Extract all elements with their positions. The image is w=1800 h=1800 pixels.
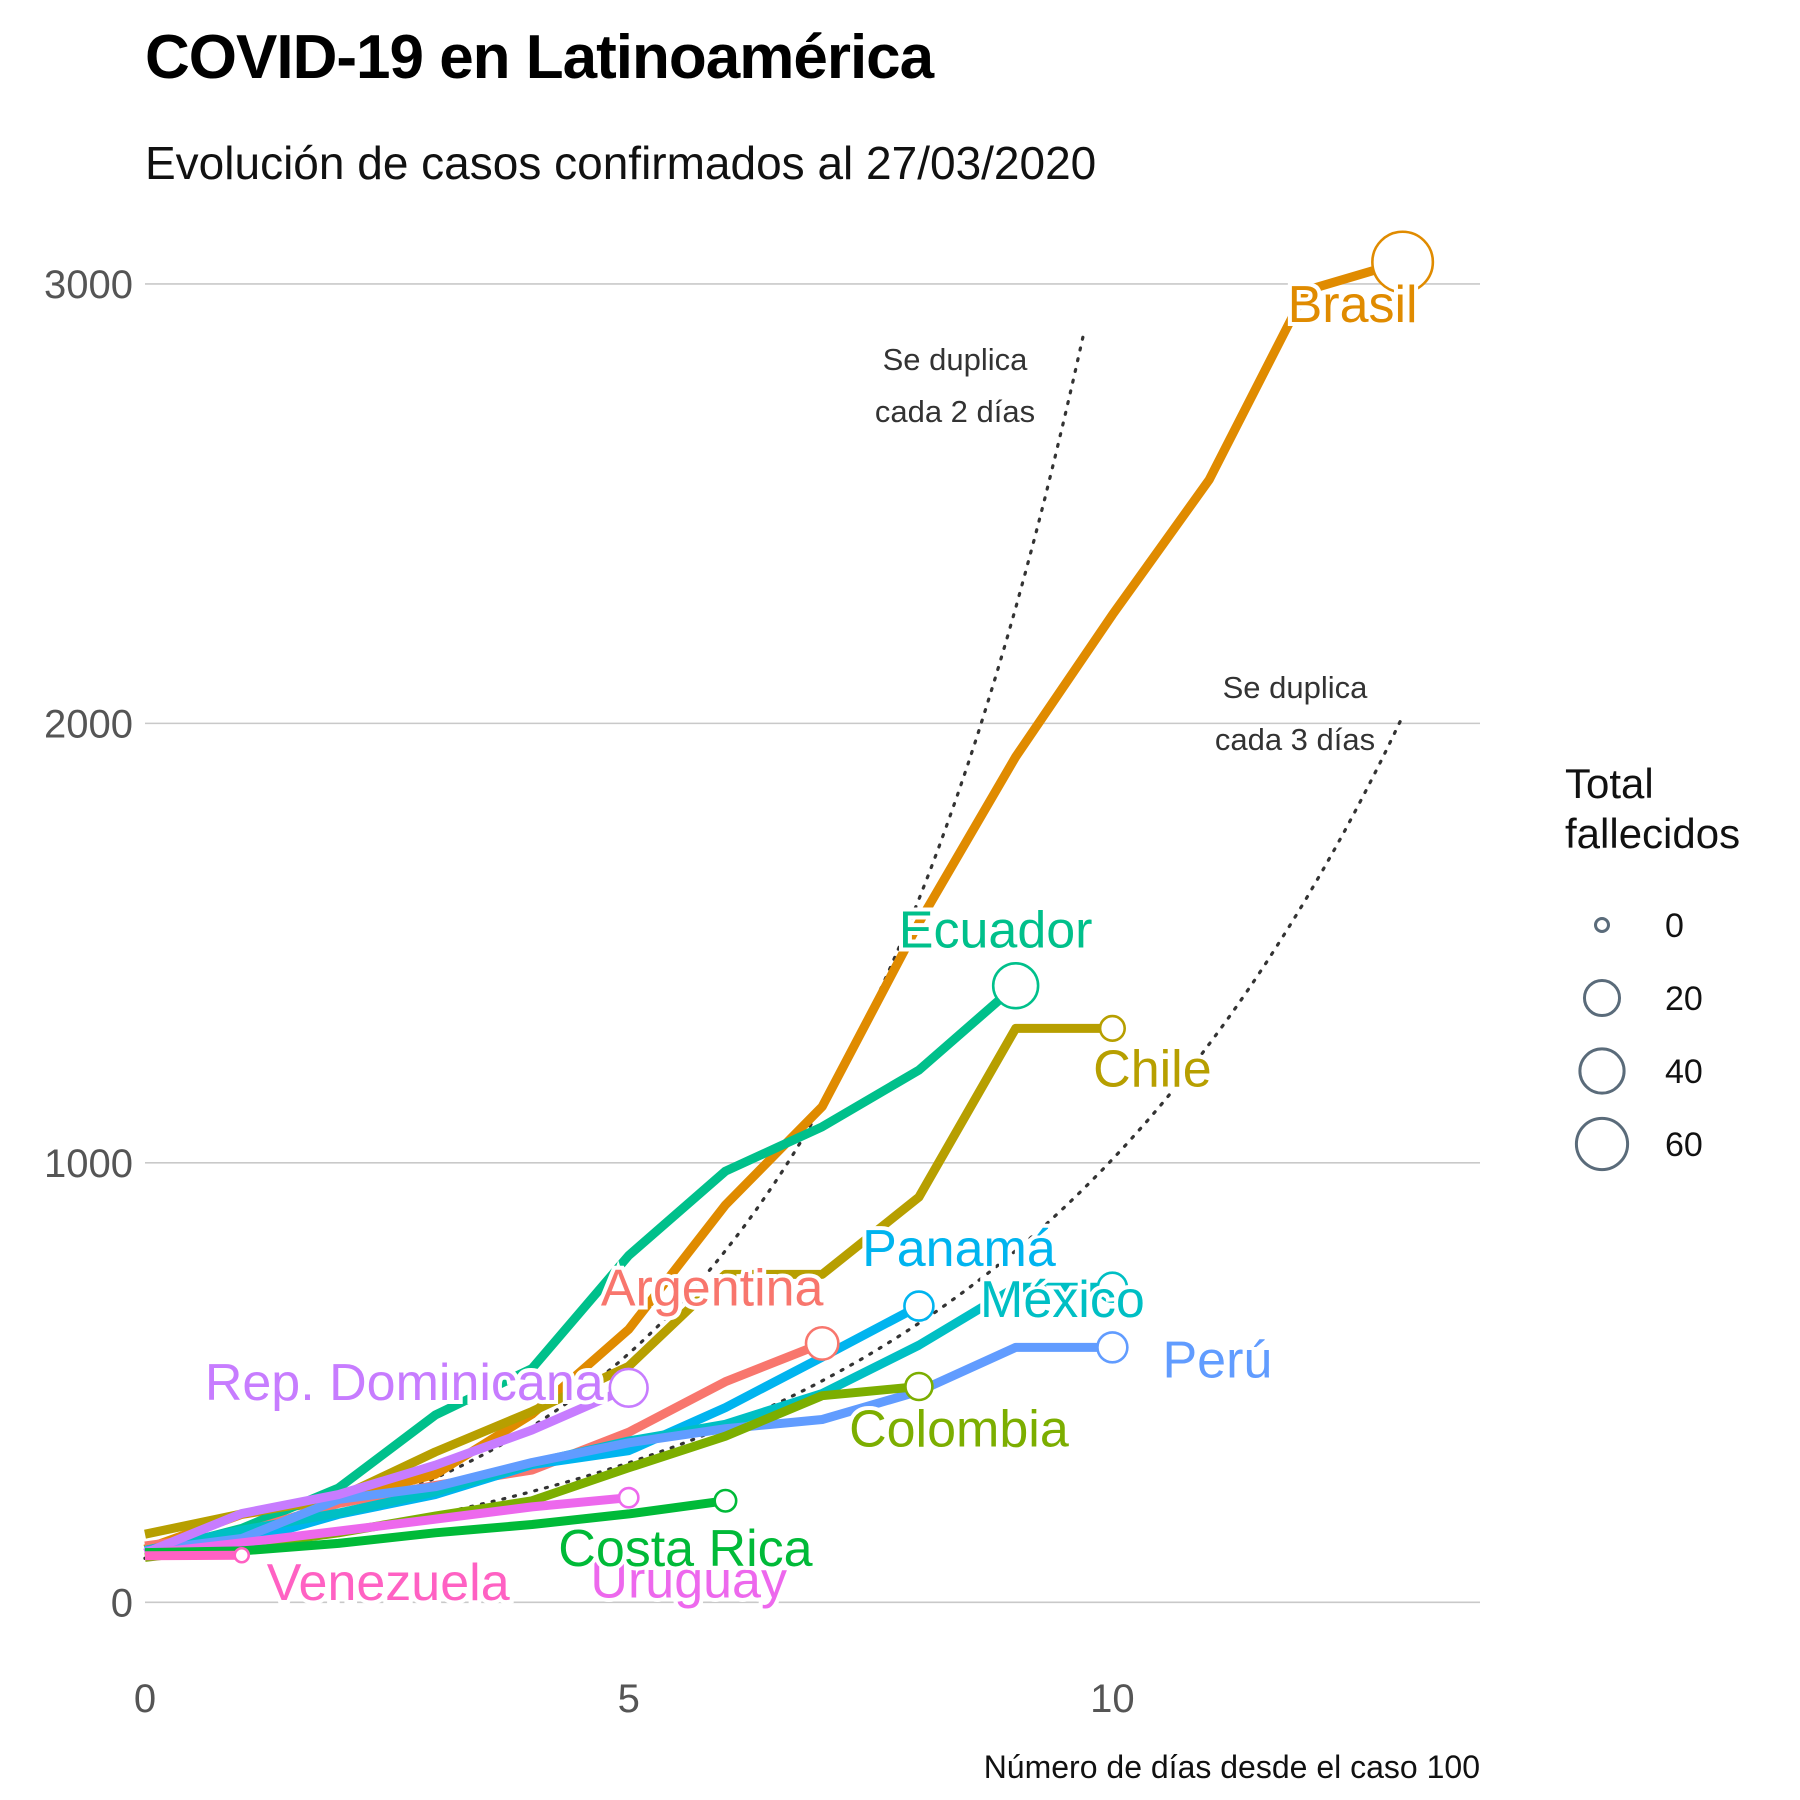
- series-label-brasil: Brasil: [1288, 276, 1418, 334]
- end-marker-colombia: [904, 1371, 934, 1402]
- end-marker-mexico: [1096, 1271, 1129, 1303]
- series-label-uruguay: Uruguay: [590, 1552, 787, 1610]
- series-line-peru: [144, 1342, 1113, 1556]
- series-label-mexico: México: [980, 1271, 1145, 1329]
- reference-label-dup2-0: Se duplica: [883, 342, 1029, 377]
- series-line-venezuela: [144, 1550, 242, 1561]
- legend-title-0: Total: [1565, 760, 1654, 807]
- y-tick-label-0: 0: [111, 1581, 133, 1625]
- series-line-uruguay: [144, 1493, 630, 1559]
- reference-label-dup2-1: cada 2 días: [875, 394, 1035, 429]
- end-marker-argentina: [804, 1325, 840, 1361]
- legend-key-3: [1574, 1116, 1630, 1172]
- end-markers: [233, 230, 1435, 1564]
- series-label-chile: Chile: [1093, 1040, 1212, 1098]
- reference-label-dup3-0: Se duplica: [1223, 670, 1369, 705]
- reference-line-dup3: [143, 714, 1405, 1560]
- end-marker-brasil: [1371, 230, 1435, 294]
- end-marker-chile: [1098, 1014, 1126, 1042]
- end-marker-peru: [1096, 1331, 1129, 1364]
- end-marker-rep-dominicana: [608, 1367, 649, 1408]
- x-tick-label-0: 0: [134, 1677, 156, 1721]
- reference-line-dup2: [143, 333, 1086, 1560]
- y-tick-label-1: 1000: [44, 1142, 133, 1186]
- legend-key-1: [1582, 978, 1622, 1018]
- series-label-colombia: Colombia: [849, 1401, 1069, 1459]
- legend-label-1: 20: [1665, 980, 1703, 1018]
- y-tick-label-2: 2000: [44, 702, 133, 746]
- legend-label-0: 0: [1665, 907, 1684, 945]
- x-axis-title: Número de días desde el caso 100: [984, 1749, 1480, 1785]
- end-marker-panama: [903, 1290, 935, 1322]
- series-label-peru: Perú: [1162, 1331, 1272, 1389]
- end-marker-costa-rica: [713, 1488, 738, 1513]
- series-label-rep-dominicana: Rep. Dominicana: [205, 1354, 604, 1412]
- series-label-ecuador: Ecuador: [899, 902, 1093, 960]
- x-tick-label-2: 10: [1090, 1677, 1135, 1721]
- end-marker-uruguay: [617, 1486, 640, 1509]
- x-tick-label-1: 5: [618, 1677, 640, 1721]
- legend-title-1: fallecidos: [1565, 810, 1740, 857]
- series-lines: [143, 257, 1404, 1562]
- end-marker-ecuador: [991, 961, 1040, 1010]
- series-label-argentina: Argentina: [601, 1259, 824, 1317]
- y-tick-label-3: 3000: [44, 263, 133, 307]
- end-marker-venezuela: [233, 1546, 251, 1564]
- series-label-venezuela: Venezuela: [267, 1554, 510, 1612]
- legend-key-0: [1593, 916, 1611, 934]
- reference-label-dup3-1: cada 3 días: [1215, 722, 1375, 757]
- legend-label-3: 60: [1665, 1126, 1703, 1164]
- legend-label-2: 40: [1665, 1053, 1703, 1091]
- legend-key-2: [1578, 1047, 1626, 1095]
- grid-layer: [145, 283, 1480, 1604]
- series-line-rep-dominicana: [143, 1383, 631, 1558]
- series-label-panama: Panamá: [862, 1220, 1056, 1278]
- series-label-costa-rica: Costa Rica: [558, 1520, 812, 1578]
- axis-labels: Número de días desde el caso 100 0 1000 20…: [44, 263, 1480, 1785]
- chart-subtitle: Evolución de casos confirmados al 27/03/…: [145, 137, 1097, 189]
- chart-title: COVID-19 en Latinoamérica: [145, 23, 934, 92]
